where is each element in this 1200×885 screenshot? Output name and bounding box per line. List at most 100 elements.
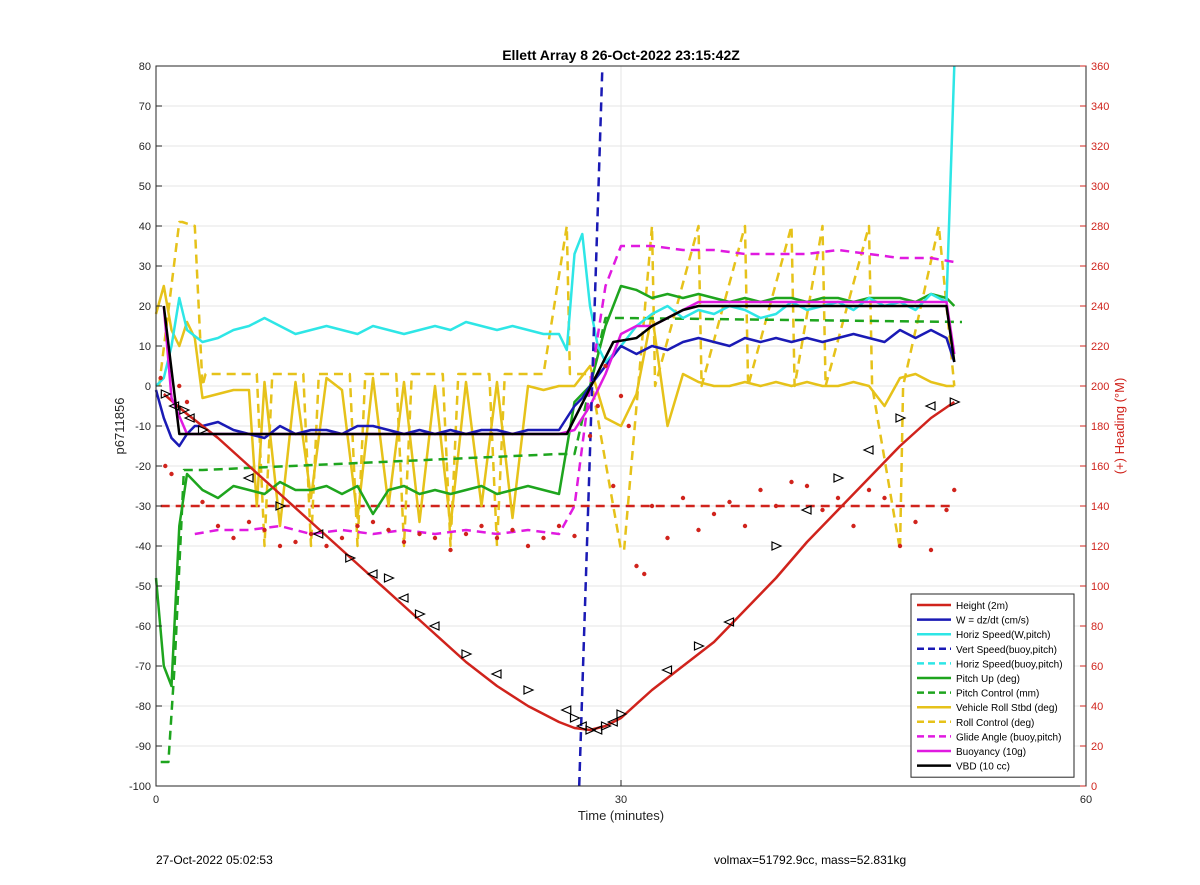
heading-dot	[680, 495, 686, 501]
chart-title: Ellett Array 8 26-Oct-2022 23:15:42Z	[502, 47, 740, 63]
heading-dot	[835, 495, 841, 501]
heading-dot	[200, 499, 205, 505]
left-tick-label: 10	[139, 341, 151, 353]
dive-marker	[275, 501, 287, 511]
heading-dot	[626, 423, 631, 429]
left-tick-label: 30	[139, 261, 151, 273]
y-axis-label: p6711856	[112, 398, 127, 455]
legend-entry: Height (2m)	[956, 601, 1008, 612]
dive-marker	[924, 401, 936, 411]
legend-entry: Buoyancy (10g)	[956, 747, 1026, 758]
heading-dot	[952, 487, 957, 493]
dive-marker	[383, 573, 395, 583]
dive-marker	[397, 593, 409, 603]
series-line-horiz-speed-w-pitch	[155, 65, 956, 387]
left-tick-label: -20	[135, 461, 151, 473]
heading-dot	[525, 543, 531, 549]
series-line-vbd-10-cc	[162, 304, 956, 436]
y2-axis-label: (+) Heading (°M)	[1112, 378, 1127, 475]
heading-dot	[163, 463, 168, 469]
series-line-pitch-control-mm	[160, 316, 963, 764]
right-tick-label: 160	[1091, 461, 1109, 473]
series-line-w-dz-dt-cm-s	[154, 328, 956, 448]
legend-entry: Glide Angle (buoy,pitch)	[956, 732, 1061, 743]
left-tick-label: -100	[129, 781, 151, 793]
bottom-tick-label: 0	[153, 794, 159, 806]
left-tick-label: -80	[135, 701, 151, 713]
heading-dot	[432, 535, 438, 541]
right-tick-label: 0	[1091, 781, 1097, 793]
dive-marker	[723, 617, 735, 627]
heading-dot	[820, 507, 825, 513]
dive-marker	[862, 445, 874, 455]
dive-marker	[242, 473, 254, 483]
legend-entry: Pitch Control (mm)	[956, 689, 1039, 700]
footer-summary: volmax=51792.9cc, mass=52.831kg	[714, 853, 907, 867]
dive-marker	[183, 413, 195, 423]
legend-entry: Pitch Up (deg)	[956, 674, 1020, 685]
legend-entry: Roll Control (deg)	[956, 718, 1034, 729]
heading-dot	[386, 527, 391, 533]
bottom-tick-label: 60	[1080, 794, 1092, 806]
left-tick-label: 40	[139, 221, 151, 233]
dive-marker	[345, 553, 357, 563]
left-tick-label: -10	[135, 421, 151, 433]
heading-dot	[913, 519, 918, 525]
left-tick-label: -60	[135, 621, 151, 633]
heading-dot	[572, 533, 577, 539]
heading-dot	[696, 527, 701, 533]
legend-entry: Vehicle Roll Stbd (deg)	[956, 703, 1058, 714]
series-line-vert-speed-buoy-pitch	[577, 65, 604, 787]
heading-dot	[742, 523, 748, 529]
right-tick-label: 200	[1091, 381, 1109, 393]
dive-marker	[771, 541, 783, 551]
dive-marker	[606, 717, 618, 727]
right-tick-label: 280	[1091, 221, 1109, 233]
right-tick-label: 140	[1091, 501, 1109, 513]
heading-dot	[882, 495, 887, 501]
dive-marker	[312, 529, 324, 539]
heading-dot	[556, 523, 562, 529]
heading-dot	[158, 375, 163, 381]
right-tick-label: 340	[1091, 101, 1109, 113]
heading-dot	[804, 483, 810, 489]
left-tick-label: 20	[139, 301, 151, 313]
heading-dot	[177, 383, 182, 389]
heading-dot	[231, 535, 236, 541]
dive-marker	[661, 665, 673, 675]
heading-dot	[611, 483, 616, 489]
dive-marker	[833, 473, 845, 483]
heading-dot	[603, 363, 608, 369]
dive-marker	[428, 621, 440, 631]
dive-marker	[949, 397, 961, 407]
dive-marker	[168, 401, 180, 411]
heading-dot	[587, 433, 593, 439]
right-tick-label: 300	[1091, 181, 1109, 193]
heading-dot	[665, 535, 670, 541]
series-line-vehicle-roll-stbd-deg	[154, 284, 955, 528]
heading-dot	[293, 539, 298, 545]
legend-box	[910, 593, 1075, 778]
dive-marker	[179, 405, 191, 415]
left-tick-label: -30	[135, 501, 151, 513]
heading-dot	[618, 393, 624, 399]
heading-dot	[649, 503, 655, 509]
right-tick-label: 360	[1091, 61, 1109, 73]
dive-marker	[569, 713, 581, 723]
heading-dot	[711, 511, 717, 517]
heading-dot	[339, 535, 345, 541]
dive-marker	[800, 505, 812, 515]
heading-dot	[773, 503, 779, 509]
dive-marker	[197, 425, 209, 435]
bottom-axis-ticks: 0 30 60	[153, 780, 1092, 806]
right-tick-label: 100	[1091, 581, 1109, 593]
legend-entry: Horiz Speed(buoy,pitch)	[956, 659, 1063, 670]
heading-dot	[370, 519, 376, 525]
legend-entry: W = dz/dt (cm/s)	[956, 616, 1029, 627]
heading-dot	[634, 563, 639, 569]
dive-marker	[616, 709, 628, 719]
dive-marker	[693, 641, 705, 651]
left-tick-label: -40	[135, 541, 151, 553]
heading-dot	[758, 487, 763, 493]
dive-marker	[461, 649, 473, 659]
